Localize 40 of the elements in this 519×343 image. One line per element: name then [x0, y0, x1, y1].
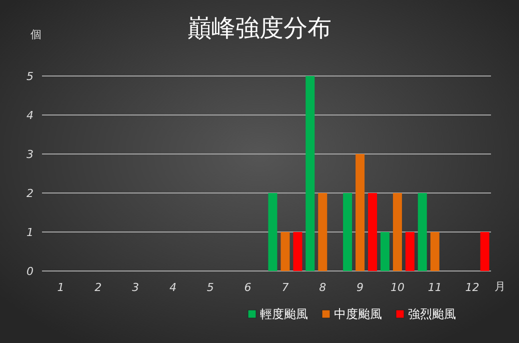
bar: [418, 193, 427, 271]
bar: [356, 154, 365, 271]
y-axis-title: 個: [30, 28, 42, 41]
x-tick-label: 5: [206, 281, 214, 294]
chart-title: 巔峰強度分布: [188, 14, 332, 42]
x-tick-label: 9: [356, 281, 364, 294]
y-tick-label: 4: [26, 109, 34, 122]
x-tick-label: 12: [465, 281, 480, 294]
y-tick-label: 5: [26, 70, 34, 83]
x-tick-label: 10: [390, 281, 404, 294]
x-tick-label: 8: [319, 281, 326, 294]
x-tick-label: 11: [428, 281, 442, 294]
bar: [380, 232, 390, 271]
x-axis-title: 月: [494, 280, 506, 293]
legend-label: 中度颱風: [334, 307, 382, 321]
bar: [293, 232, 302, 271]
x-tick-label: 6: [244, 281, 252, 294]
bar: [280, 232, 290, 271]
x-tick-label: 3: [132, 281, 140, 294]
x-tick-label: 4: [169, 281, 176, 294]
y-tick-label: 3: [26, 148, 34, 161]
legend-item: 強烈颱風: [396, 307, 456, 321]
bar: [318, 193, 328, 271]
bar: [268, 193, 278, 271]
legend-item: 輕度颱風: [248, 307, 308, 321]
legend-item: 中度颱風: [322, 307, 382, 321]
bar: [392, 193, 402, 271]
y-tick-label: 1: [26, 226, 34, 239]
bar: [343, 193, 352, 271]
bar: [480, 232, 490, 271]
y-tick-label: 2: [26, 187, 34, 200]
x-tick-label: 7: [282, 281, 289, 294]
x-tick-label: 2: [94, 281, 102, 294]
bar: [306, 76, 315, 271]
bar: [368, 193, 378, 271]
legend-label: 強烈颱風: [408, 307, 456, 321]
bar: [405, 232, 414, 271]
x-tick-label: 1: [57, 281, 64, 294]
bar: [430, 232, 440, 271]
y-tick-label: 0: [26, 265, 34, 278]
